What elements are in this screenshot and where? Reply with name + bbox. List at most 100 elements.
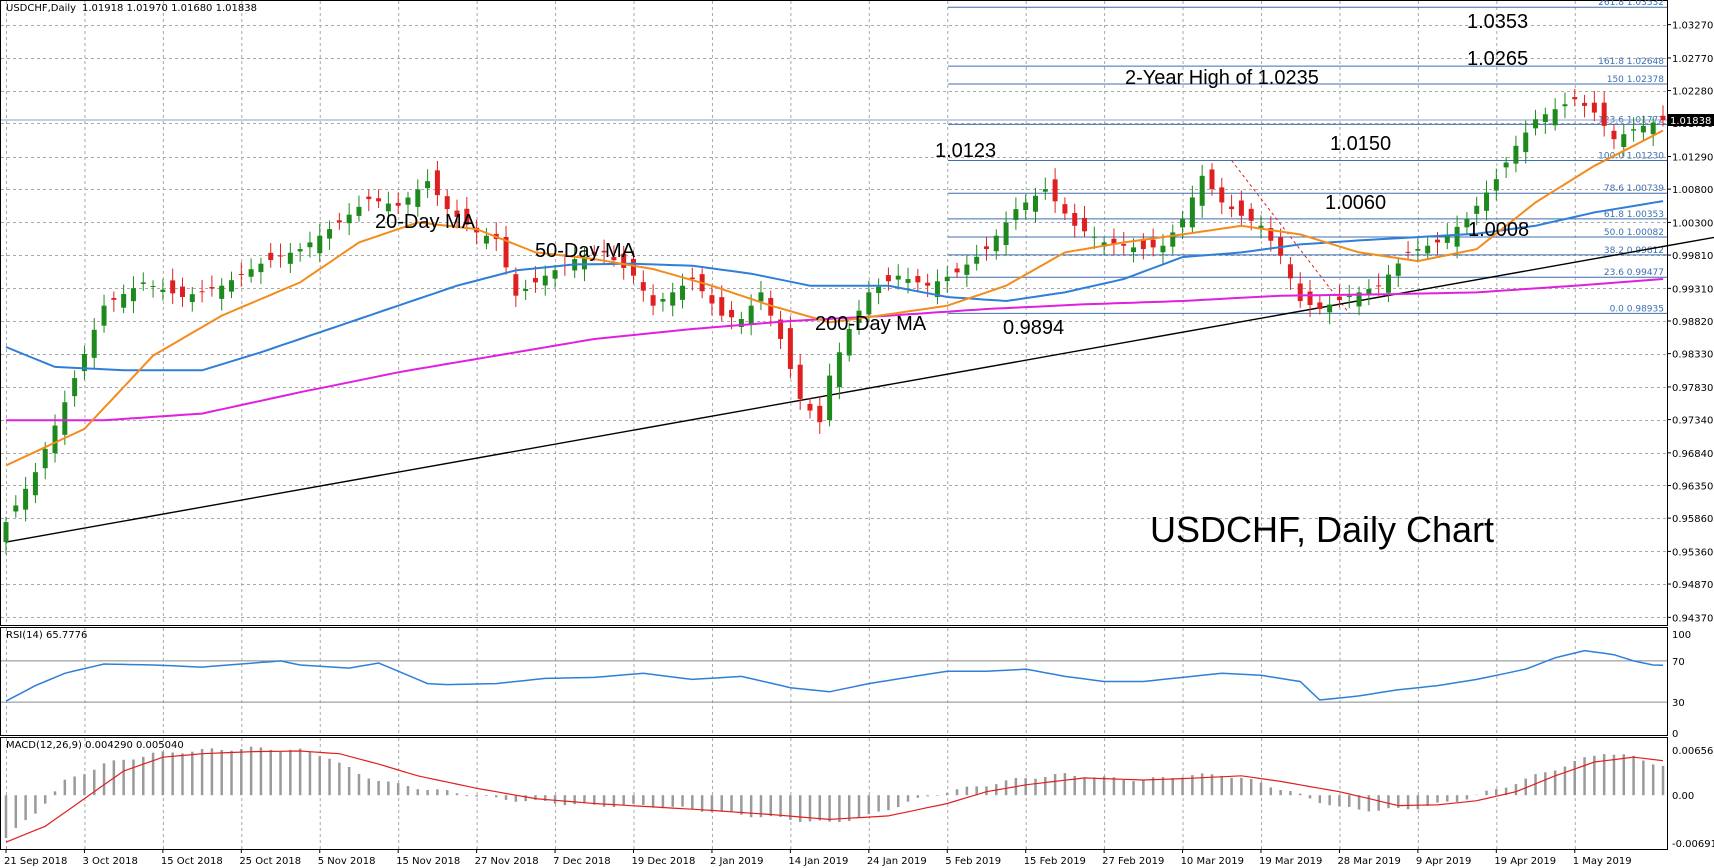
candle-body	[1238, 200, 1244, 216]
ma20-line	[5, 129, 1664, 467]
date-tick-label: 28 Mar 2019	[1337, 856, 1400, 867]
candle-body	[670, 292, 676, 306]
candle-body	[1346, 295, 1352, 297]
candle-body	[1023, 202, 1029, 211]
candle-body	[846, 328, 852, 356]
main-panel-frame	[0, 0, 1668, 626]
candle-body	[1140, 240, 1146, 250]
ma200-line	[6, 278, 1664, 422]
candle-body	[1503, 162, 1509, 168]
fib-level-label: 150 1.02378	[1607, 75, 1665, 85]
candle-body	[758, 292, 764, 302]
chart-annotation: 1.0123	[935, 140, 996, 162]
candle-body	[346, 214, 352, 224]
candle-body	[189, 294, 195, 303]
candle-body	[1121, 243, 1127, 246]
chart-annotation: 2-Year High of 1.0235	[1125, 67, 1319, 89]
symbol-label: USDCHF,Daily	[6, 3, 76, 14]
candle-body	[532, 278, 538, 283]
candle-body	[503, 236, 509, 268]
candle-body	[915, 276, 921, 283]
date-tick-label: 9 Apr 2019	[1416, 856, 1471, 867]
rsi-panel-frame	[0, 627, 1668, 736]
price-tick-label: 0.94370	[1672, 613, 1713, 624]
candle-body	[3, 522, 9, 543]
candle-body	[552, 270, 558, 279]
candle-body	[680, 285, 686, 300]
candle-body	[111, 297, 117, 300]
candle-body	[1229, 206, 1235, 210]
candle-body	[631, 258, 637, 276]
candle-body	[101, 305, 107, 326]
candle-body	[729, 309, 735, 318]
fib-level-label: 50.0 1.00082	[1604, 228, 1664, 238]
candle-body	[444, 196, 450, 210]
candle-body	[1660, 115, 1666, 121]
candle-body	[297, 249, 303, 252]
price-tick-label: 0.94870	[1672, 580, 1713, 591]
candle-body	[307, 242, 313, 248]
candle-body	[885, 275, 891, 282]
candle-body	[1640, 125, 1646, 133]
candle-body	[709, 295, 715, 304]
price-tick-label: 1.00800	[1672, 185, 1713, 196]
fib-level-label: 61.8 1.00353	[1604, 210, 1664, 220]
price-tick-label: 0.95360	[1672, 547, 1713, 558]
candle-body	[1356, 292, 1362, 307]
candle-body	[895, 275, 901, 280]
candle-body	[1631, 129, 1637, 131]
candle-body	[1091, 236, 1097, 238]
candle-body	[1621, 134, 1627, 148]
fib-level-label: 38.2 0.99812	[1604, 246, 1664, 256]
candle-body	[1180, 219, 1186, 228]
candle-body	[1434, 239, 1440, 243]
candle-body	[1317, 302, 1323, 310]
price-tick-label: 0.96840	[1672, 449, 1713, 460]
date-axis: 21 Sep 2018 3 Oct 2018 15 Oct 2018 25 Oct 2…	[4, 849, 1632, 867]
chart-annotation: 1.0008	[1468, 219, 1529, 241]
candle-body	[1366, 289, 1372, 295]
rsi-panel: 100 70 30 0	[1, 630, 1691, 740]
candle-body	[1444, 234, 1450, 243]
candle-body	[199, 291, 205, 293]
candle-body	[464, 208, 470, 225]
chart-annotation: 1.0150	[1330, 133, 1391, 155]
price-tick-label: 0.99810	[1672, 251, 1713, 262]
price-tick-label: 1.01290	[1672, 153, 1713, 164]
candle-body	[209, 287, 215, 289]
date-tick-label: 5 Feb 2019	[945, 856, 1001, 867]
candle-body	[483, 235, 489, 244]
rsi-tick-label: 0	[1672, 729, 1678, 740]
candle-body	[1248, 208, 1254, 221]
candle-body	[13, 505, 19, 512]
macd-label: MACD(12,26,9) 0.004290 0.005040	[6, 740, 184, 751]
candle-body	[542, 275, 548, 286]
candle-body	[866, 292, 872, 315]
candle-body	[797, 364, 803, 399]
candle-body	[993, 235, 999, 252]
candle-body	[1582, 102, 1588, 106]
candle-body	[356, 206, 362, 216]
rsi-tick-label: 30	[1672, 698, 1685, 709]
candle-body	[1415, 249, 1421, 251]
price-tick-label: 0.95860	[1672, 514, 1713, 525]
candle-body	[425, 181, 431, 189]
macd-panel-frame	[0, 737, 1668, 850]
macd-tick-label: 0.006565	[1672, 746, 1714, 757]
date-tick-label: 15 Nov 2018	[396, 856, 460, 867]
candle-body	[807, 403, 813, 411]
price-tick-label: 0.96350	[1672, 481, 1713, 492]
candle-body	[787, 328, 793, 369]
candle-body	[1464, 219, 1470, 228]
candle-body	[1601, 102, 1607, 126]
candle-body	[748, 305, 754, 324]
candle-body	[415, 189, 421, 207]
chart-annotation: 1.0353	[1467, 11, 1528, 33]
candle-body	[219, 285, 225, 299]
fib-anchor-line	[1231, 160, 1350, 314]
candle-body	[1611, 130, 1617, 140]
ma50-line	[5, 200, 1664, 372]
candle-body	[650, 295, 656, 306]
date-tick-label: 7 Dec 2018	[553, 856, 611, 867]
candle-body	[1513, 145, 1519, 164]
